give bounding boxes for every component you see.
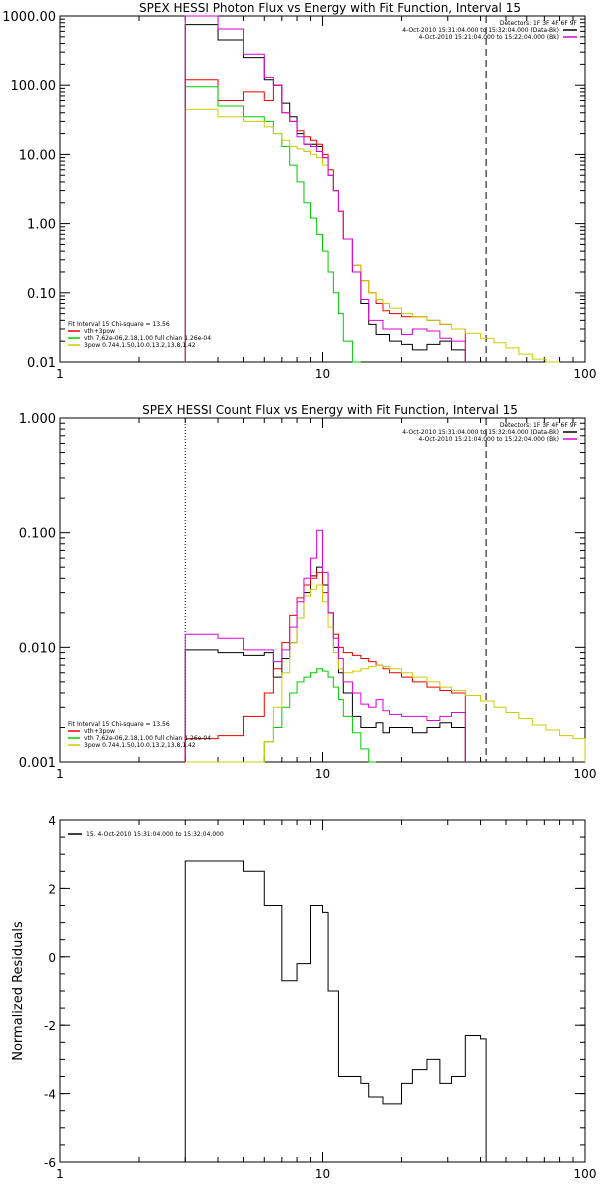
series-3-line — [184, 108, 560, 363]
legend-bottom-left: Fit Interval 15 Chi-square = 13.56vth+3p… — [68, 321, 211, 349]
legend-text: Detectors: 1F 3F 4F 6F 9F — [500, 20, 578, 27]
series-1-line — [184, 571, 466, 762]
series-1-line — [184, 79, 466, 362]
legend-text: vth 7.62e-06,2.18,1.00 full chian 1.26e-… — [84, 335, 211, 342]
x-tick-label: 100 — [574, 367, 597, 381]
y-tick-label: 4 — [48, 814, 56, 828]
series-4-line — [184, 529, 466, 762]
legend-text: vth+3pow — [84, 328, 115, 335]
y-tick-label: 0.001 — [19, 756, 56, 771]
y-tick-label: 10.00 — [19, 148, 56, 163]
legend-text: 4-Oct-2010 15:21:04.000 to 15:22:04.000 … — [419, 436, 560, 443]
series-2-line — [184, 86, 361, 363]
residuals-ylabel: Normalized Residuals — [11, 921, 26, 1061]
x-tick-label: 10 — [315, 767, 330, 781]
x-tick-label: 1 — [56, 1167, 64, 1181]
legend-text: 3pow 0.744,1.50,10.0,13.2,13.8,1.42 — [84, 342, 196, 349]
legend-text: 4-Oct-2010 15:31:04.000 to 15:32:04.000 … — [402, 429, 559, 436]
y-tick-label: -4 — [44, 1088, 56, 1102]
y-tick-label: 2 — [48, 882, 56, 896]
series-0-line — [184, 24, 466, 362]
y-tick-label: 100.00 — [11, 79, 57, 94]
x-tick-label: 10 — [315, 1167, 330, 1181]
series-2-line — [185, 668, 377, 763]
y-tick-label: 1.00 — [27, 218, 56, 233]
legend-text: 4-Oct-2010 15:21:04.000 to 15:22:04.000 … — [419, 34, 560, 41]
y-axis: -6 -4 -2 0 2 4 — [44, 814, 585, 1170]
count-flux-panel: SPEX HESSI Count Flux vs Energy with Fit… — [19, 403, 597, 781]
x-tick-label: 100 — [574, 1167, 597, 1181]
legend-text: vth+3pow — [84, 728, 115, 735]
legend-top-right: Detectors: 1F 3F 4F 6F 9F4-Oct-2010 15:3… — [402, 20, 577, 41]
series-0-line — [184, 566, 466, 762]
legend-text: 4-Oct-2010 15:31:04.000 to 15:32:04.000 … — [402, 27, 559, 34]
series-4-line — [184, 15, 466, 362]
x-tick-label: 100 — [574, 767, 597, 781]
y-tick-label: 0.10 — [27, 287, 56, 302]
series-3-line — [185, 584, 586, 763]
legend-text: vth 7.62e-06,2.18,1.00 full chian 1.26e-… — [84, 735, 211, 742]
x-tick-label: 1 — [56, 767, 64, 781]
legend-top-right: Detectors: 1F 3F 4F 6F 9F4-Oct-2010 15:3… — [402, 422, 577, 443]
y-axis: 0.001 0.010 0.100 1.000 — [19, 412, 585, 771]
legend-text: Fit Interval 15 Chi-square = 13.56 — [68, 721, 170, 728]
photon-flux-frame — [59, 15, 586, 363]
legend-bottom-left: Fit Interval 15 Chi-square = 13.56vth+3p… — [68, 721, 211, 749]
y-tick-label: 0.100 — [19, 527, 56, 542]
y-tick-label: 0.01 — [27, 356, 56, 371]
y-tick-label: 0.010 — [19, 641, 56, 656]
x-tick-label: 1 — [56, 367, 64, 381]
y-tick-label: -6 — [44, 1156, 56, 1170]
y-axis: 0.01 0.10 1.00 10.00 100.00 1000.00 — [2, 10, 585, 371]
y-tick-label: -2 — [44, 1019, 56, 1033]
legend-text: Detectors: 1F 3F 4F 6F 9F — [500, 422, 578, 429]
legend-text: 3pow 0.744,1.50,10.0,13.2,13.8,1.42 — [84, 742, 196, 749]
residuals-frame — [59, 819, 586, 1163]
x-tick-label: 10 — [315, 367, 330, 381]
legend-text: 15. 4-Oct-2010 15:31:04.000 to 15:32:04.… — [86, 831, 224, 838]
x-axis: 1 10 100 — [56, 820, 596, 1181]
y-tick-label: 1.000 — [19, 412, 56, 427]
legend-top-left: 15. 4-Oct-2010 15:31:04.000 to 15:32:04.… — [68, 831, 224, 838]
y-tick-label: 1000.00 — [2, 10, 56, 25]
y-tick-label: 0 — [48, 951, 56, 965]
residuals-panel: Normalized Residuals 1 10 100 -6 -4 -2 0 2 4 15. … — [11, 814, 596, 1181]
legend-text: Fit Interval 15 Chi-square = 13.56 — [68, 321, 170, 328]
x-axis: 1 10 100 — [56, 418, 596, 781]
photon-flux-title: SPEX HESSI Photon Flux vs Energy with Fi… — [139, 1, 521, 15]
count-flux-title: SPEX HESSI Count Flux vs Energy with Fit… — [142, 403, 518, 417]
photon-flux-panel: SPEX HESSI Photon Flux vs Energy with Fi… — [2, 1, 596, 381]
series-0-line — [184, 860, 487, 1162]
